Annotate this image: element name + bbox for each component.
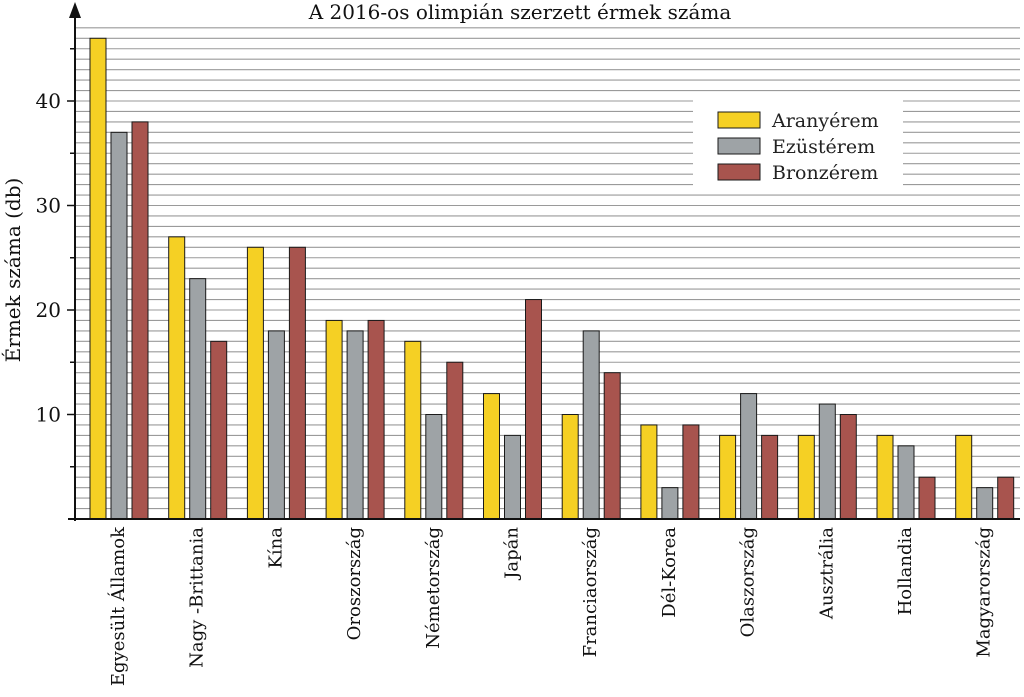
x-category-label: Dél-Korea <box>659 527 680 618</box>
bar-aranyérem <box>719 434 737 520</box>
bar-bronzérem <box>918 476 936 520</box>
legend-label: Ezüstérem <box>772 136 875 158</box>
bar-ezüstérem <box>740 393 758 520</box>
legend-swatch <box>717 111 761 129</box>
bar-ezüstérem <box>504 434 521 520</box>
x-category-labels: Egyesült Államok Nagy -Brittania Kína Orosz… <box>106 526 995 686</box>
x-category-label: Ausztrália <box>816 527 837 620</box>
legend-swatch <box>717 137 761 155</box>
bar-aranyérem <box>640 424 658 520</box>
y-tick-labels: 10 20 30 40 <box>36 89 61 427</box>
x-category-label: Nagy -Brittania <box>187 527 208 668</box>
bar-ezüstérem <box>818 403 836 520</box>
legend-swatch <box>717 163 761 181</box>
bar-ezüstérem <box>189 278 207 520</box>
bar-aranyérem <box>404 340 422 520</box>
bar-aranyérem <box>876 434 894 520</box>
x-category-label: Franciaország <box>580 527 601 657</box>
x-category-label: Olaszország <box>738 527 759 637</box>
y-tick-label: 20 <box>36 298 61 322</box>
x-category-label: Egyesült Államok <box>106 526 129 686</box>
bar-bronzérem <box>210 340 228 520</box>
bar-bronzérem <box>288 246 306 520</box>
bar-ezüstérem <box>582 330 600 520</box>
axes <box>67 2 1020 521</box>
y-tick-label: 40 <box>36 89 61 113</box>
bar-bronzérem <box>761 434 779 520</box>
x-category-label: Kína <box>265 527 286 569</box>
legend-label: Bronzérem <box>772 162 878 184</box>
y-axis-arrow <box>69 2 81 18</box>
bar-aranyérem <box>955 434 973 520</box>
x-category-label: Németország <box>423 527 444 649</box>
bar-ezüstérem <box>425 414 443 520</box>
bar-aranyérem <box>246 246 264 520</box>
bar-ezüstérem <box>346 330 364 520</box>
bar-aranyérem <box>325 319 343 520</box>
bars <box>89 37 1015 520</box>
y-axis-label: Érmek száma (db) <box>1 178 25 363</box>
y-tick-label: 10 <box>36 403 61 427</box>
bar-bronzérem <box>997 476 1015 520</box>
bar-ezüstérem <box>110 131 128 520</box>
bar-bronzérem <box>839 414 857 520</box>
bar-aranyérem <box>483 393 500 520</box>
bar-aranyérem <box>561 414 579 520</box>
chart-title: A 2016-os olimpián szerzett érmek száma <box>308 0 732 24</box>
bar-bronzérem <box>603 372 621 520</box>
bar-bronzérem <box>446 361 464 520</box>
y-tick-label: 30 <box>36 194 61 218</box>
bar-ezüstérem <box>976 487 994 520</box>
bar-bronzérem <box>525 299 542 520</box>
bar-aranyérem <box>89 37 107 520</box>
legend: Aranyérem Ezüstérem Bronzérem <box>693 98 903 194</box>
bar-ezüstérem <box>267 330 285 520</box>
bar-aranyérem <box>797 434 815 520</box>
bar-bronzérem <box>367 319 385 520</box>
bar-bronzérem <box>131 121 149 520</box>
x-category-label: Oroszország <box>344 527 365 640</box>
x-category-label: Magyarország <box>974 527 995 658</box>
bar-ezüstérem <box>897 445 915 520</box>
bar-bronzérem <box>682 424 700 520</box>
bar-ezüstérem <box>661 487 679 520</box>
x-category-label: Japán <box>502 527 523 581</box>
bar-aranyérem <box>168 236 186 520</box>
legend-label: Aranyérem <box>771 110 879 132</box>
x-category-label: Hollandia <box>895 527 916 616</box>
